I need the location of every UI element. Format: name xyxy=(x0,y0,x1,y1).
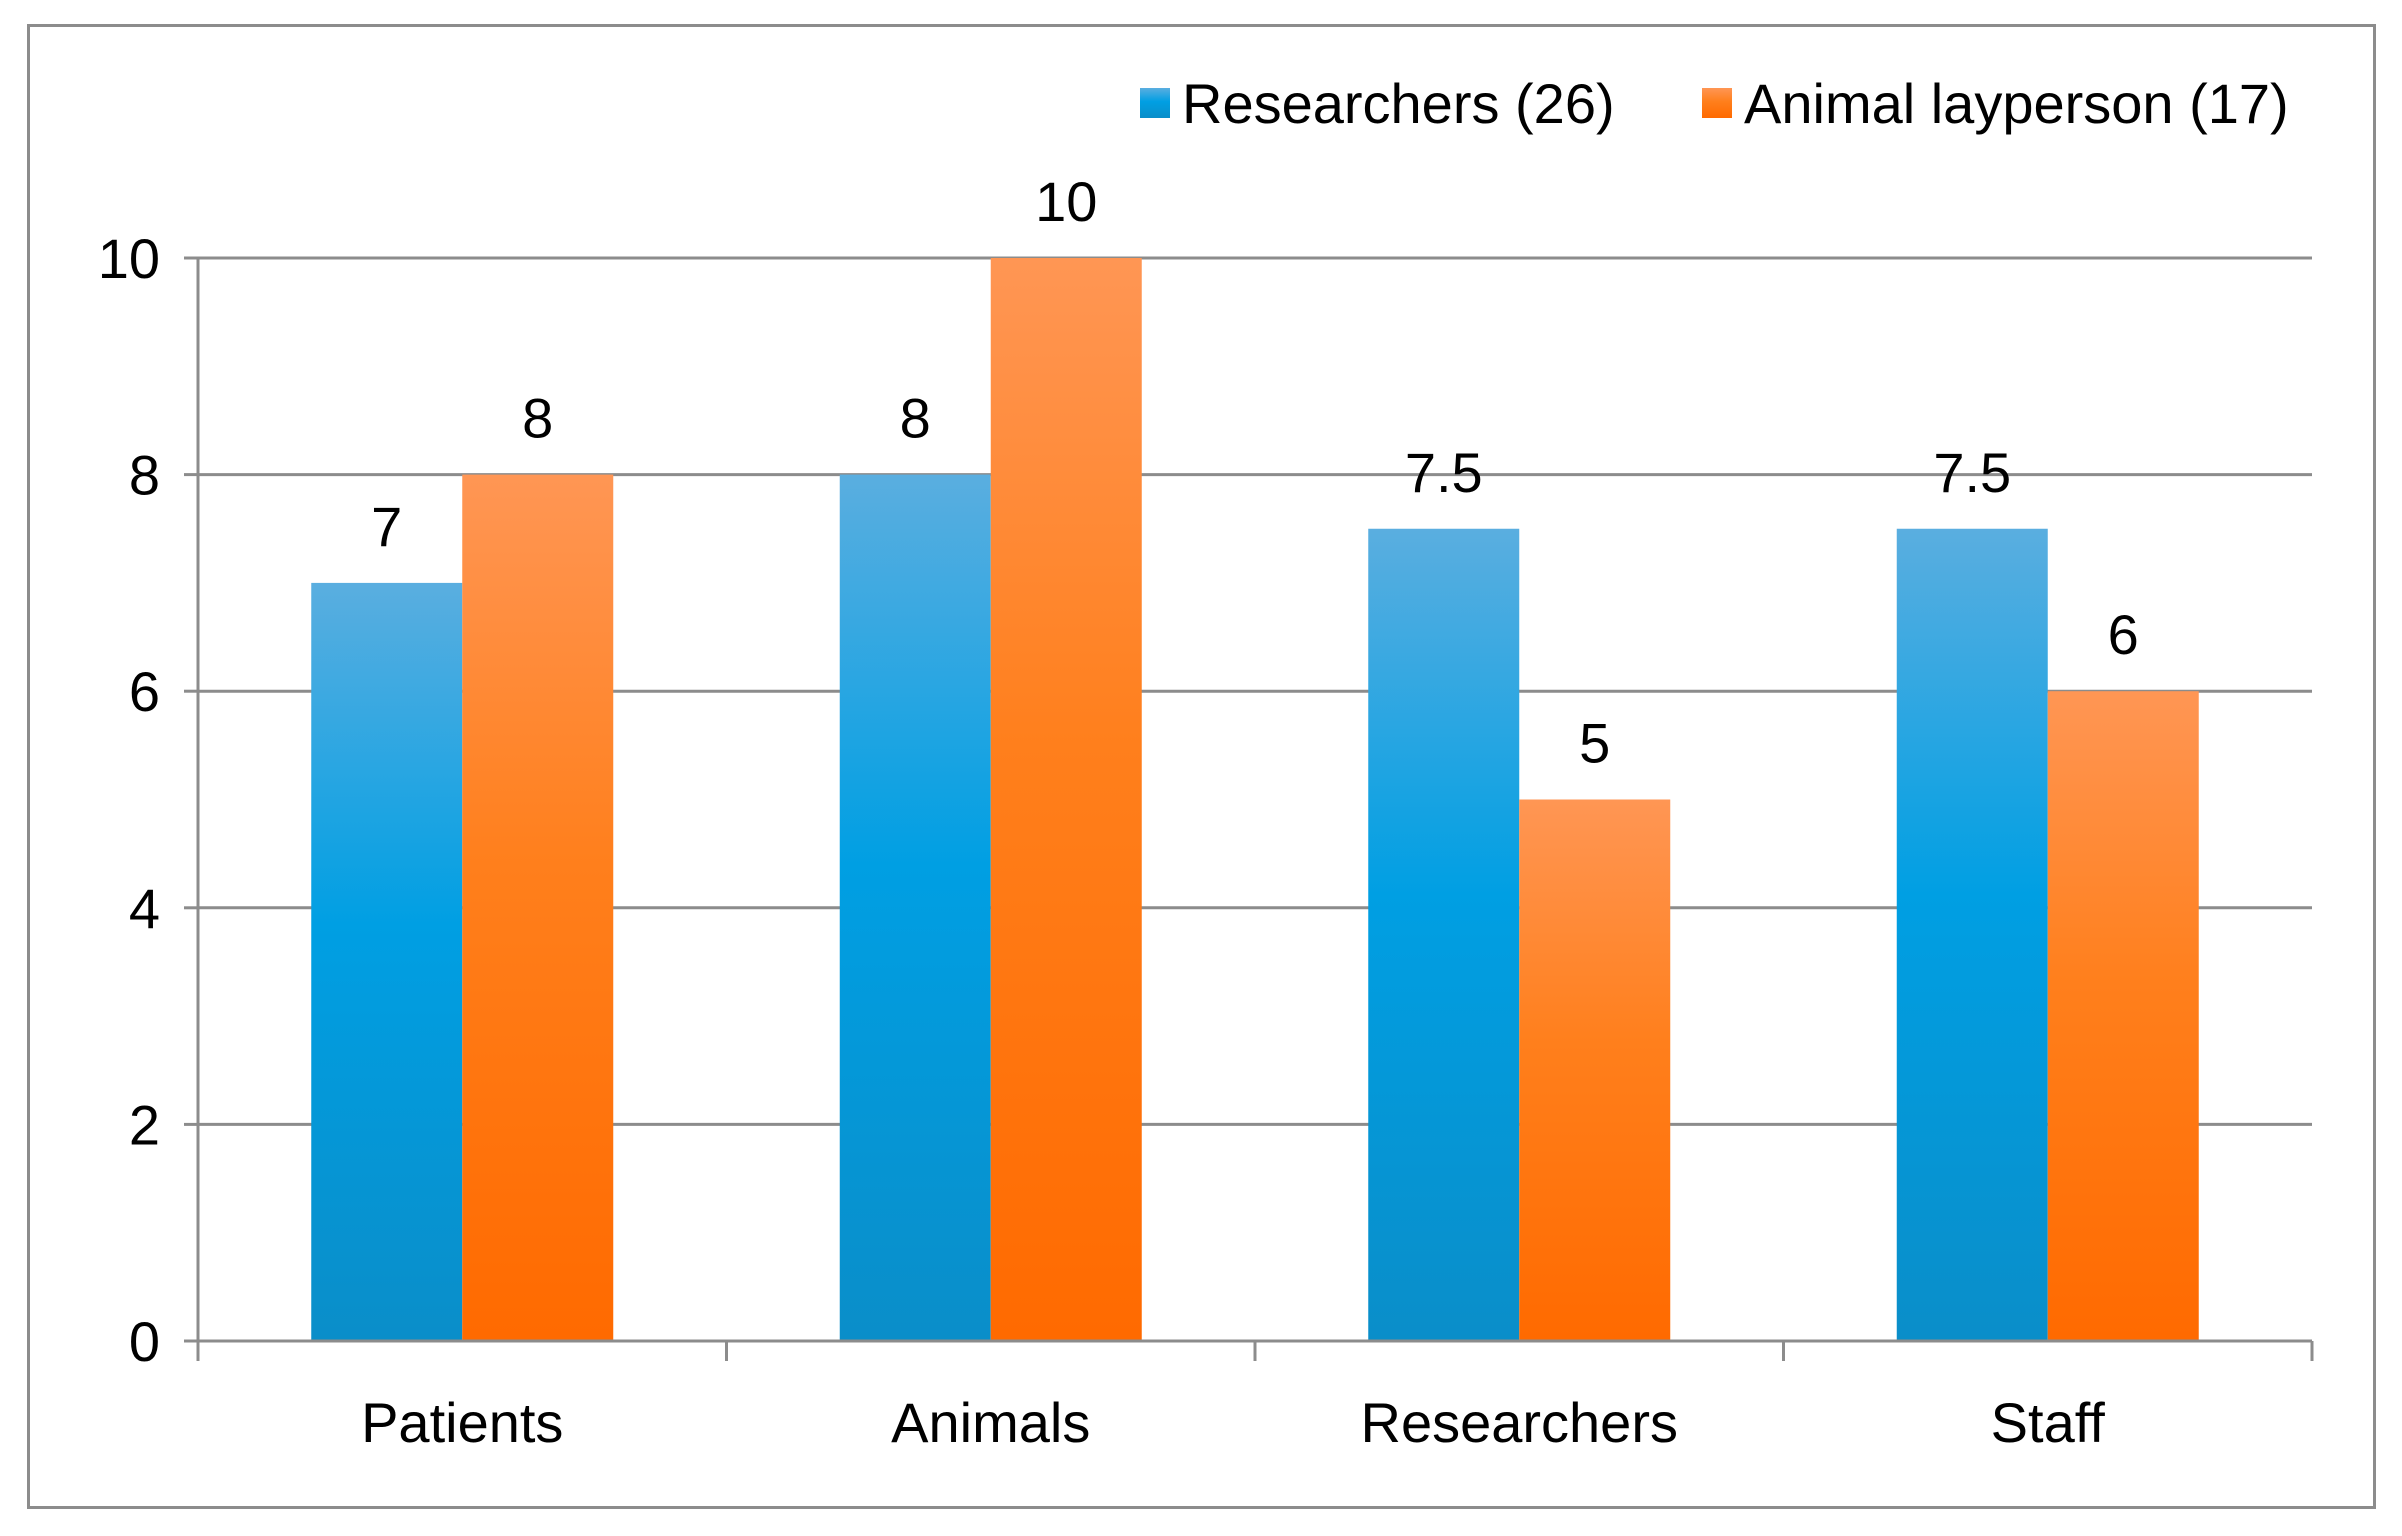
bar-patients-series-1 xyxy=(311,582,463,1341)
axes xyxy=(184,256,2314,1361)
y-tick-label: 4 xyxy=(129,877,160,940)
data-label: 8 xyxy=(900,387,931,450)
y-tick-label: 2 xyxy=(129,1093,160,1156)
x-category-label: Researchers xyxy=(1361,1391,1678,1454)
data-label: 10 xyxy=(1035,170,1097,233)
bar-researchers-series-1 xyxy=(1368,528,1520,1341)
legend-swatch-series-1 xyxy=(1140,88,1170,118)
labels: 0 2 4 6 8 10 7 8 Patients 8 10 Animals 7.5 5 Researche… xyxy=(98,170,2139,1454)
y-tick-label: 8 xyxy=(129,444,160,507)
legend: Researchers (26) Animal layperson (17) xyxy=(1140,72,2289,135)
legend-label-series-2: Animal layperson (17) xyxy=(1744,72,2289,135)
y-tick-label: 0 xyxy=(129,1310,160,1373)
bar-animals-series-1 xyxy=(839,474,991,1342)
y-tick-label: 6 xyxy=(129,660,160,723)
legend-label-series-1: Researchers (26) xyxy=(1182,72,1615,135)
data-label: 6 xyxy=(2108,603,2139,666)
data-label: 7.5 xyxy=(1933,441,2011,504)
x-category-label: Patients xyxy=(361,1391,563,1454)
bar-patients-series-2 xyxy=(462,474,614,1342)
y-tick-label: 10 xyxy=(98,227,160,290)
bar-staff-series-2 xyxy=(2047,691,2199,1341)
bars xyxy=(311,258,2199,1342)
data-label: 5 xyxy=(1579,712,1610,775)
x-category-label: Staff xyxy=(1991,1391,2106,1454)
data-label: 7.5 xyxy=(1405,441,1483,504)
data-label: 8 xyxy=(522,387,553,450)
x-category-label: Animals xyxy=(891,1391,1090,1454)
bar-animals-series-2 xyxy=(990,258,1142,1341)
data-label: 7 xyxy=(371,495,402,558)
bar-researchers-series-2 xyxy=(1519,799,1671,1341)
legend-swatch-series-2 xyxy=(1702,88,1732,118)
bar-staff-series-1 xyxy=(1896,528,2048,1341)
